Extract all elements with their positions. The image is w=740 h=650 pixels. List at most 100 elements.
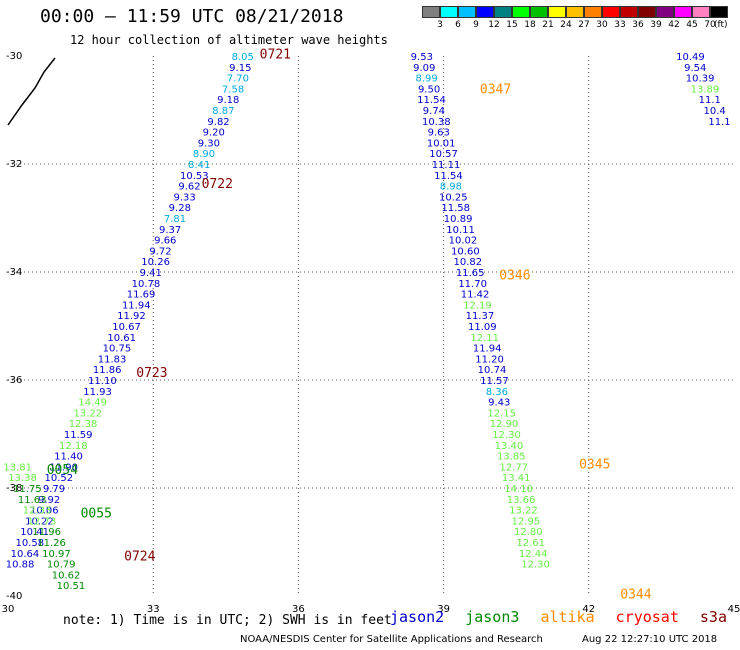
swh-value: 7.70	[227, 74, 249, 85]
swh-value: 10.67	[112, 322, 141, 333]
color-scale-label: 33	[614, 20, 626, 30]
swh-value: 9.62	[178, 182, 200, 193]
color-swatch	[566, 6, 584, 18]
swh-value: 9.28	[169, 203, 191, 214]
x-axis-ticks: 30 33 36 39 42 45	[2, 604, 740, 615]
swh-value: 11.90	[49, 462, 78, 473]
map-grid	[8, 56, 734, 596]
swh-value: 9.74	[423, 106, 445, 117]
swh-value: 11.09	[468, 322, 497, 333]
swh-value: 13.38	[8, 473, 37, 484]
swh-value: 9.79	[43, 484, 65, 495]
swh-value: 11.83	[98, 354, 127, 365]
swh-value: 10.01	[427, 138, 456, 149]
pass-time-label: 0723	[136, 366, 167, 381]
color-swatch	[440, 6, 458, 18]
color-scale-label: 39	[650, 20, 662, 30]
swh-value: 10.26	[141, 257, 170, 268]
pass-time-label: 0724	[124, 550, 155, 565]
color-swatch	[584, 6, 602, 18]
page-subtitle: 12 hour collection of altimeter wave hei…	[70, 33, 388, 47]
swh-value: 9.41	[140, 268, 162, 279]
color-swatch	[530, 6, 548, 18]
pass-time-label: 0722	[202, 177, 233, 192]
y-tick-label: -40	[6, 591, 22, 602]
swh-value: 10.49	[676, 52, 705, 63]
x-tick-label: 36	[292, 604, 305, 615]
color-swatch	[602, 6, 620, 18]
swh-value: 11.1	[708, 117, 730, 128]
swh-value: 10.89	[444, 214, 473, 225]
color-scale-label: 24	[560, 20, 572, 30]
swh-value: 11.10	[88, 376, 117, 387]
swh-value: 9.15	[229, 63, 251, 74]
swh-value: 9.20	[203, 128, 225, 139]
swh-value: 12.30	[492, 430, 521, 441]
swh-value: 10.58	[15, 538, 44, 549]
y-tick-label: -34	[6, 267, 22, 278]
swh-value: 9.33	[174, 192, 196, 203]
pass-time-label: 0344	[620, 587, 651, 602]
swh-value: 8.05	[232, 52, 254, 63]
swh-value: 12.90	[490, 419, 519, 430]
swh-value: 9.43	[488, 398, 510, 409]
swh-value: 8.99	[416, 74, 438, 85]
swh-value: 9.50	[418, 84, 440, 95]
swh-value: 11.94	[122, 300, 151, 311]
swh-value: 8.98	[440, 182, 462, 193]
swh-value: 14.10	[504, 484, 533, 495]
color-scale-label: 30	[596, 20, 608, 30]
swh-value: 13.40	[495, 441, 524, 452]
swh-value: 11.54	[434, 171, 463, 182]
y-tick-label: -36	[6, 375, 22, 386]
pass-time-label: 0721	[260, 47, 291, 62]
generated-timestamp: Aug 22 12:27:10 UTC 2018	[582, 634, 718, 645]
swh-value: 13.41	[502, 473, 531, 484]
swh-value: 11.57	[480, 376, 509, 387]
y-tick-label: -32	[6, 159, 22, 170]
legend-jason2: jason2	[390, 608, 445, 626]
swh-value: 10.75	[103, 344, 132, 355]
swh-value: 10.39	[686, 74, 715, 85]
swh-value: 9.09	[413, 63, 435, 74]
swh-value: 10.25	[439, 192, 468, 203]
swh-value: 12.38	[69, 419, 98, 430]
swh-value: 12.19	[463, 300, 492, 311]
swh-value: 11.96	[32, 527, 61, 538]
x-tick-label: 30	[2, 604, 15, 615]
legend-altika: altika	[540, 608, 595, 626]
swh-value: 9.63	[428, 128, 450, 139]
swh-value: 10.97	[42, 549, 71, 560]
y-axis-ticks: -30 -32 -34 -36 -38 -40	[6, 51, 22, 602]
swh-value: 11.59	[64, 430, 93, 441]
track-s3a: 8.059.157.707.589.188.879.829.209.308.90…	[6, 52, 254, 571]
swh-value: 10.82	[453, 257, 482, 268]
x-tick-label: 33	[147, 604, 160, 615]
swh-value: 11.54	[417, 95, 446, 106]
swh-value: 11.94	[473, 344, 502, 355]
satellite-tracks: 8.059.157.707.589.188.879.829.209.308.90…	[3, 52, 730, 592]
swh-value: 12.15	[487, 408, 516, 419]
color-scale-label: 6	[455, 20, 461, 30]
color-swatch	[422, 6, 440, 18]
swh-value: 10.62	[52, 570, 81, 581]
swh-value: 11.75	[13, 484, 42, 495]
color-swatch	[638, 6, 656, 18]
swh-value: 11.40	[54, 452, 83, 463]
swh-value: 8.90	[193, 149, 215, 160]
swh-value: 13.85	[497, 452, 526, 463]
swh-value: 12.73	[28, 516, 57, 527]
swh-value: 10.41	[20, 527, 49, 538]
swh-value: 11.69	[127, 290, 156, 301]
color-scale-label: 12	[488, 20, 500, 30]
color-scale-label: 9	[473, 20, 479, 30]
pass-time-labels: 0721 0722 0723 0724 0347 0346 0345 0344 0054 0055	[47, 47, 652, 602]
swh-value: 12.44	[519, 549, 548, 560]
track-jason3: 13.8113.3811.7511.6312.3312.7311.9611.26…	[3, 462, 85, 592]
swh-value: 9.53	[411, 52, 433, 63]
color-swatch	[548, 6, 566, 18]
swh-value: 13.22	[74, 408, 103, 419]
swh-value: 11.1	[699, 95, 721, 106]
swh-value: 11.26	[37, 538, 66, 549]
